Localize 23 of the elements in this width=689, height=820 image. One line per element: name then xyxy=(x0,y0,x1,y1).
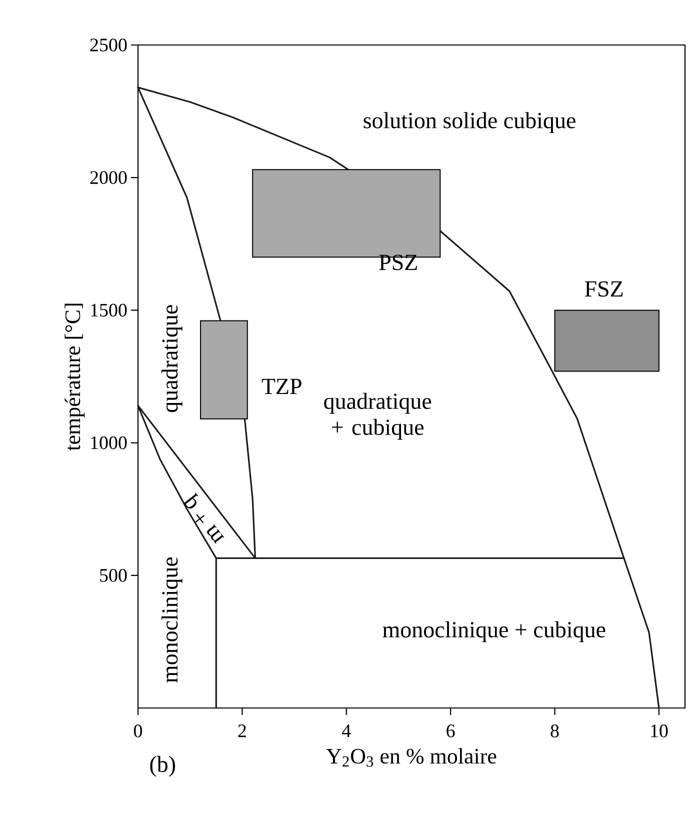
x-tick-label: 4 xyxy=(342,724,351,738)
y-tick-label: 500 xyxy=(100,568,127,582)
annotation: quadratique xyxy=(161,305,182,412)
annotation: solution solide cubique xyxy=(364,112,576,133)
text: (b) xyxy=(150,756,176,777)
x-axis-title: Y$_{2}$O$_{3}$ en % molaire xyxy=(326,748,496,767)
x-tick-label: 8 xyxy=(550,724,559,738)
y-tick-label: 2500 xyxy=(90,38,127,52)
x-tick-label: 0 xyxy=(134,724,142,738)
y-tick-label: 1000 xyxy=(91,436,127,450)
annotation: monoclinique + cubique xyxy=(382,621,606,642)
annotation: m + q xyxy=(184,492,224,544)
annotation: TZP xyxy=(262,378,302,394)
y-tick-label: 2000 xyxy=(90,171,127,184)
x-tick-label: 6 xyxy=(446,724,455,738)
annotation: PSZ xyxy=(379,254,417,270)
x-tick-label: 2 xyxy=(238,724,246,738)
annotation: quadratique + cubique xyxy=(324,392,432,440)
y-axis-title: température [°C] xyxy=(64,304,85,451)
x-tick-label: 10 xyxy=(651,724,668,738)
annotation: FSZ xyxy=(584,281,623,297)
y-tick-label: 1500 xyxy=(91,304,127,317)
annotation: monoclinique xyxy=(161,557,182,683)
